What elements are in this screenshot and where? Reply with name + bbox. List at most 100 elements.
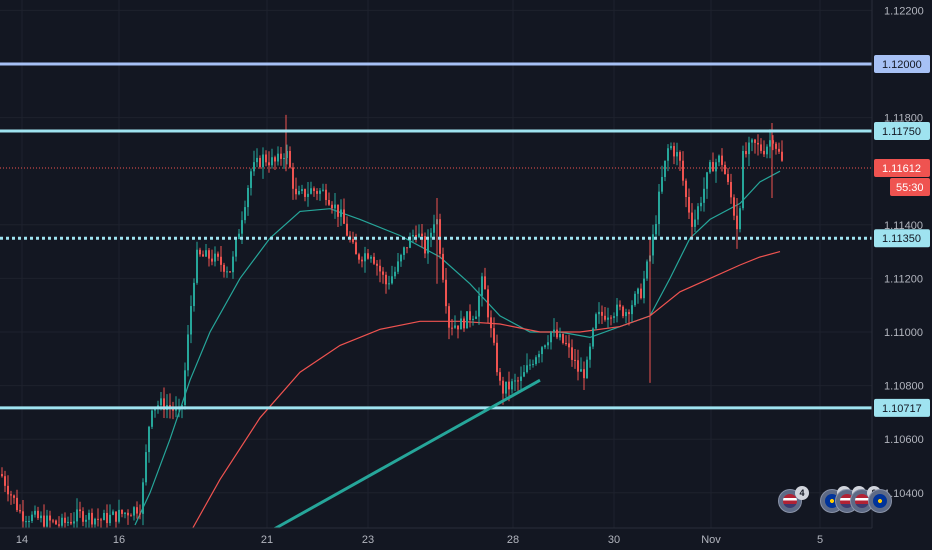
candle-body — [67, 521, 69, 523]
candle-body — [193, 282, 195, 307]
candle-body — [214, 253, 216, 262]
price-axis-panel[interactable] — [872, 0, 932, 550]
candle-body — [709, 162, 711, 173]
candle-body — [247, 187, 249, 208]
candle-body — [478, 295, 480, 317]
candle-body — [76, 509, 78, 522]
candle-body — [148, 426, 150, 453]
candle-body — [376, 263, 378, 266]
time-tick-label: 21 — [261, 534, 273, 546]
candle-body — [643, 278, 645, 299]
candle-body — [379, 265, 381, 272]
candle-body — [244, 207, 246, 221]
candle-body — [58, 524, 60, 526]
candle-body — [55, 520, 57, 525]
candle-body — [529, 364, 531, 366]
candle-body — [637, 288, 639, 294]
candle-body — [259, 157, 261, 168]
candle-body — [481, 276, 483, 296]
candle-body — [505, 381, 507, 394]
candle-body — [775, 143, 777, 149]
event-badge[interactable] — [868, 489, 892, 513]
candle-body — [502, 380, 504, 394]
candle-body — [355, 242, 357, 255]
candle-body — [598, 311, 600, 315]
candle-body — [184, 370, 186, 405]
candle-body — [316, 191, 318, 194]
candle-body — [220, 256, 222, 265]
candle-body — [751, 139, 753, 143]
candle-body — [679, 152, 681, 161]
candle-body — [109, 514, 111, 524]
candle-body — [565, 342, 567, 344]
candle-body — [511, 381, 513, 390]
candle-body — [361, 259, 363, 262]
candle-body — [346, 223, 348, 236]
candle-body — [22, 511, 24, 522]
candle-body — [199, 249, 201, 255]
candle-body — [97, 518, 99, 520]
candle-body — [634, 293, 636, 306]
candle-body — [310, 188, 312, 194]
candle-body — [124, 512, 126, 514]
candle-body — [520, 376, 522, 381]
price-axis-level-labels: 1.12000 1.11750 1.11350 1.10717 1.11612 55:30 — [874, 55, 930, 417]
candle-body — [454, 325, 456, 328]
candle-body — [301, 189, 303, 192]
candle-body — [469, 311, 471, 320]
candle-body — [217, 253, 219, 257]
candle-body — [274, 157, 276, 162]
candle-body — [493, 328, 495, 343]
candle-body — [142, 482, 144, 514]
candle-body — [196, 249, 198, 283]
trendline-segment[interactable] — [266, 378, 541, 535]
candle-body — [640, 288, 642, 299]
candle-body — [328, 200, 330, 205]
candle-body — [325, 189, 327, 201]
candle-body — [727, 174, 729, 183]
candle-body — [202, 254, 204, 257]
time-tick-label: 30 — [608, 534, 620, 546]
candle-body — [1, 474, 3, 477]
candle-body — [31, 514, 33, 521]
countdown-label: 55:30 — [896, 182, 924, 194]
time-tick-label: 14 — [16, 534, 28, 546]
horizontal-levels[interactable] — [0, 62, 872, 410]
candle-body — [136, 507, 138, 514]
candle-body — [145, 452, 147, 483]
candle-body — [157, 405, 159, 408]
candle-body — [28, 520, 30, 522]
candle-body — [646, 261, 648, 279]
us-flag-icon — [855, 494, 869, 508]
current-price-tag — [874, 158, 930, 177]
candle-body — [424, 236, 426, 254]
candle-body — [163, 398, 165, 410]
candle-body — [307, 193, 309, 197]
candle-body — [691, 212, 693, 227]
candle-body — [694, 219, 696, 227]
candle-body — [13, 495, 15, 498]
candle-body — [271, 157, 273, 166]
candle-body — [571, 347, 573, 360]
level-price-tag — [874, 55, 930, 73]
candle-body — [631, 305, 633, 315]
candle-body — [187, 334, 189, 371]
price-tick-label: 1.11800 — [884, 113, 923, 125]
candle-body — [40, 515, 42, 519]
candle-body — [10, 494, 12, 496]
candle-body — [772, 140, 774, 144]
candle-body — [382, 271, 384, 275]
candle-body — [343, 209, 345, 224]
candle-body — [523, 372, 525, 377]
time-axis-panel[interactable] — [0, 528, 872, 550]
trendline[interactable] — [266, 378, 541, 535]
event-badge[interactable]: 4 — [778, 486, 809, 513]
candle-body — [139, 513, 141, 515]
time-tick-label: 5 — [817, 534, 823, 546]
candle-body — [295, 188, 297, 195]
level-price-tag — [874, 398, 930, 417]
candle-body — [472, 318, 474, 320]
candle-body — [538, 354, 540, 358]
